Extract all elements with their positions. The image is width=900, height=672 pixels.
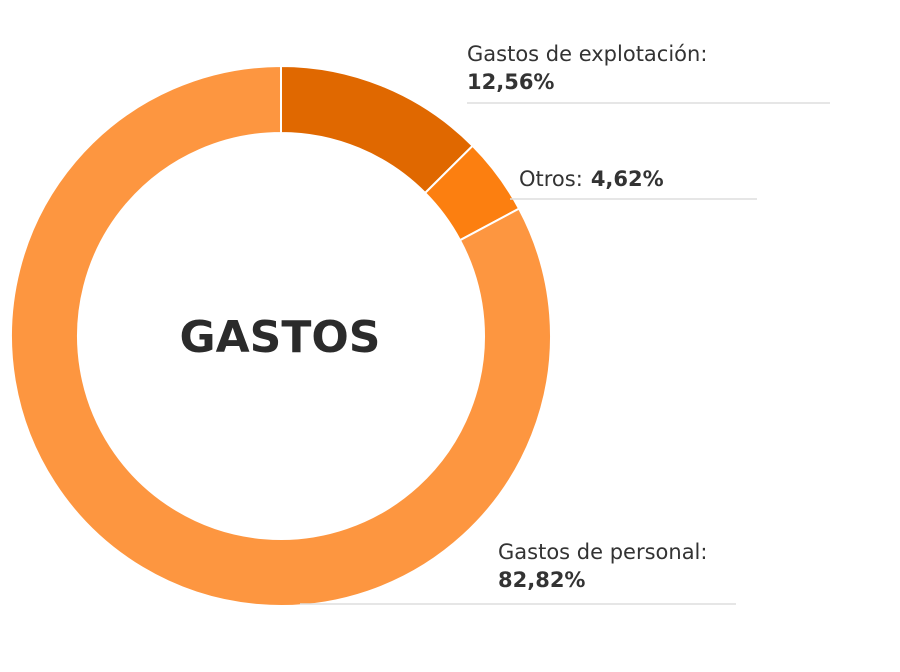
donut-segment	[10, 64, 552, 607]
center-title: GASTOS	[180, 312, 381, 363]
category-name: Gastos de personal:	[498, 540, 707, 564]
segment-label: Gastos de explotación: 12,56%	[467, 42, 707, 94]
segment-label: Otros: 4,62%	[519, 167, 664, 191]
value-label: 12,56%	[467, 70, 554, 94]
value-label: 4,62%	[591, 167, 664, 191]
category-name: Gastos de explotación:	[467, 42, 707, 66]
category-name: Otros:	[519, 167, 583, 191]
value-label: 82,82%	[498, 568, 585, 592]
segment-label: Gastos de personal: 82,82%	[498, 540, 707, 592]
